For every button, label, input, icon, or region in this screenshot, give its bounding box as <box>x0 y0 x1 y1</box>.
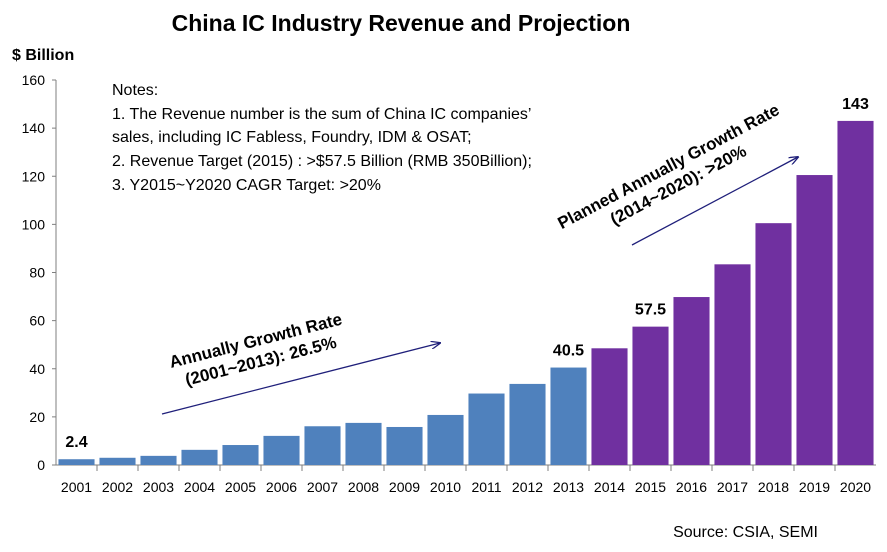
x-tick-label: 2001 <box>61 479 92 495</box>
x-axis-ticks: 2001 2002 2003 2004 2005 2006 2007 2008 2009 2010… <box>61 465 871 495</box>
chart-title: China IC Industry Revenue and Projection <box>172 10 631 36</box>
x-tick-label: 2013 <box>553 479 584 495</box>
bar-2019 <box>796 175 833 465</box>
y-tick-label: 120 <box>22 168 46 184</box>
x-tick-label: 2007 <box>307 479 338 495</box>
historical-growth-arrow <box>161 343 440 415</box>
x-tick-label: 2010 <box>430 479 461 495</box>
bar-2020 <box>837 120 874 465</box>
x-tick-label: 2011 <box>471 479 501 495</box>
bar-2013 <box>550 367 587 465</box>
x-tick-label: 2006 <box>266 479 297 495</box>
bars <box>58 120 874 465</box>
planned-growth-arrow <box>631 157 798 246</box>
x-tick-label: 2015 <box>635 479 666 495</box>
bar-2007 <box>304 426 341 465</box>
bar-2014 <box>591 348 628 465</box>
x-tick-label: 2017 <box>717 479 748 495</box>
bar-2006 <box>263 435 300 465</box>
notes-heading: Notes: <box>112 82 158 99</box>
data-label-2020: 143 <box>842 96 869 113</box>
x-tick-label: 2009 <box>389 479 420 495</box>
bar-2003 <box>140 455 177 465</box>
note-line-1: 1. The Revenue number is the sum of Chin… <box>112 106 531 123</box>
x-tick-label: 2018 <box>758 479 789 495</box>
x-tick-label: 2019 <box>799 479 830 495</box>
bar-2002 <box>99 457 136 465</box>
y-tick-label: 60 <box>29 313 45 329</box>
data-label-2013: 40.5 <box>553 343 584 360</box>
x-tick-label: 2012 <box>512 479 543 495</box>
y-tick-label: 100 <box>22 216 46 232</box>
bar-2018 <box>755 223 792 465</box>
bar-2009 <box>386 426 423 465</box>
x-tick-label: 2008 <box>348 479 379 495</box>
bar-2012 <box>509 383 546 465</box>
data-labels: 2.4 40.5 57.5 143 <box>65 96 869 451</box>
bar-2004 <box>181 449 218 465</box>
y-tick-label: 20 <box>29 409 45 425</box>
note-line-2: sales, including IC Fabless, Foundry, ID… <box>112 129 472 146</box>
bar-2011 <box>468 393 505 465</box>
bar-2010 <box>427 414 464 465</box>
historical-growth-annotation: Annually Growth Rate (2001~2013): 26.5% <box>167 310 344 390</box>
x-tick-label: 2004 <box>184 479 215 495</box>
x-tick-label: 2014 <box>594 479 625 495</box>
note-line-3: 2. Revenue Target (2015) : >$57.5 Billio… <box>112 153 532 170</box>
source-note: Source: CSIA, SEMI <box>673 524 818 541</box>
y-tick-label: 140 <box>22 120 46 136</box>
y-tick-label: 80 <box>29 265 45 281</box>
bar-2001 <box>58 459 95 465</box>
data-label-2001: 2.4 <box>65 434 87 451</box>
y-tick-label: 0 <box>37 457 45 473</box>
bar-2008 <box>345 422 382 465</box>
x-tick-label: 2003 <box>143 479 174 495</box>
y-tick-label: 40 <box>29 361 45 377</box>
notes-block: Notes: 1. The Revenue number is the sum … <box>112 82 532 194</box>
note-line-4: 3. Y2015~Y2020 CAGR Target: >20% <box>112 177 381 194</box>
data-label-2015: 57.5 <box>635 302 666 319</box>
x-tick-label: 2005 <box>225 479 256 495</box>
y-tick-label: 160 <box>22 72 46 88</box>
bar-2016 <box>673 297 710 465</box>
x-tick-label: 2002 <box>102 479 133 495</box>
y-axis-ticks: 0 20 40 60 80 100 120 140 160 <box>22 72 56 473</box>
y-axis-unit-label: $ Billion <box>12 47 74 64</box>
x-tick-label: 2016 <box>676 479 707 495</box>
planned-growth-line-1: Planned Annually Growth Rate <box>555 100 783 233</box>
x-tick-label: 2020 <box>840 479 871 495</box>
bar-2015 <box>632 326 669 465</box>
bar-2005 <box>222 445 259 465</box>
bar-2017 <box>714 264 751 465</box>
